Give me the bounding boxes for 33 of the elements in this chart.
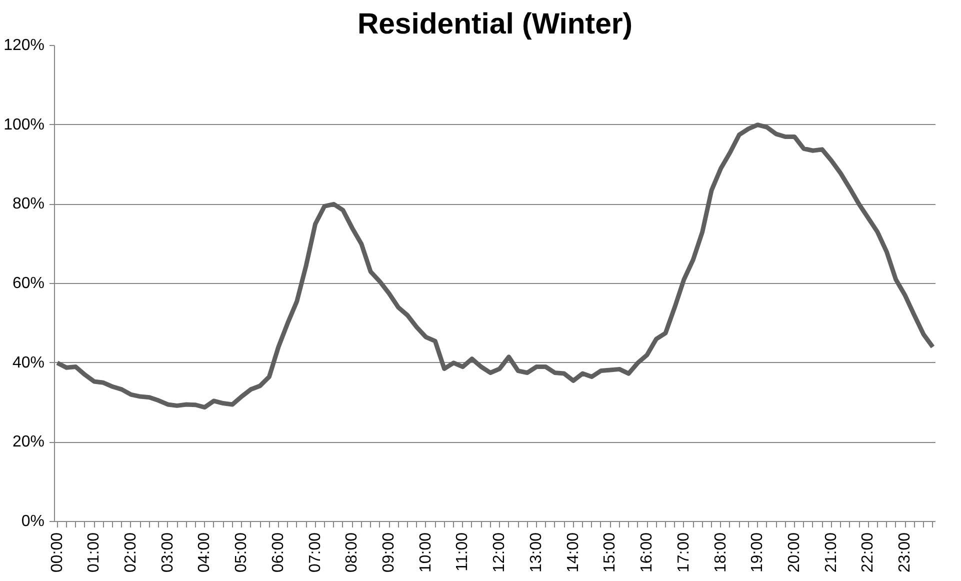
y-tick-label: 60%: [12, 275, 45, 292]
x-tick-label: 22:00: [860, 532, 877, 573]
y-tick-label: 100%: [4, 116, 44, 134]
x-tick-label: 13:00: [528, 532, 545, 573]
line-series: [55, 122, 935, 410]
x-tick-label: 08:00: [344, 532, 361, 573]
x-tick-label: 21:00: [822, 532, 840, 573]
x-tick-label: 16:00: [638, 532, 656, 573]
x-tick-label: 17:00: [675, 532, 692, 573]
x-tick-label: 07:00: [306, 532, 324, 573]
y-tick-label: 20%: [12, 434, 45, 451]
x-tick-label: 03:00: [159, 532, 176, 573]
x-tick-label: 15:00: [602, 532, 619, 573]
y-tick-label: 80%: [12, 196, 45, 213]
x-tick-label: 19:00: [749, 532, 766, 573]
x-tick-label: 12:00: [491, 532, 508, 573]
x-tick-label: 05:00: [233, 532, 250, 573]
y-tick-label: 40%: [12, 354, 45, 372]
x-tick-label: 20:00: [786, 532, 804, 573]
x-tick-label: 14:00: [564, 532, 582, 573]
x-tick-label: 18:00: [712, 532, 730, 573]
x-tick-label: 04:00: [196, 532, 214, 573]
y-tick-label: 120%: [4, 37, 44, 54]
x-tick-label: 11:00: [454, 532, 472, 572]
x-tick-label: 06:00: [270, 532, 287, 573]
x-tick-label: 01:00: [86, 532, 103, 573]
x-tick-label: 09:00: [380, 532, 398, 573]
x-tick-label: 23:00: [896, 532, 914, 573]
chart-title: Residential (Winter): [357, 8, 633, 40]
y-tick-label: 0%: [21, 513, 44, 530]
x-tick-label: 10:00: [417, 532, 434, 573]
x-tick-label: 02:00: [122, 532, 140, 573]
x-tick-label: 00:00: [48, 532, 66, 573]
